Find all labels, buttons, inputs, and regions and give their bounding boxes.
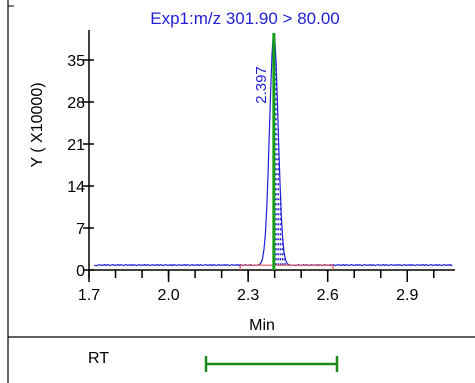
y-tick-label: 35 xyxy=(67,53,85,70)
x-tick-label: 2.0 xyxy=(157,287,179,304)
y-tick-label: 0 xyxy=(76,263,85,280)
x-tick-label: 1.7 xyxy=(78,287,100,304)
rt-label: RT xyxy=(88,350,110,367)
x-tick-label: 2.3 xyxy=(237,287,259,304)
y-axis-label: Y ( X10000) xyxy=(29,82,46,167)
plot-area: 2.397 xyxy=(94,32,453,270)
y-tick-label: 14 xyxy=(67,179,85,196)
x-tick-label: 2.6 xyxy=(317,287,339,304)
y-tick-label: 21 xyxy=(67,137,85,154)
rt-range-bar xyxy=(204,356,339,372)
y-ticks: 0 7 14 21 28 35 xyxy=(67,53,94,280)
y-tick-label: 7 xyxy=(76,221,85,238)
x-axis-label: Min xyxy=(249,317,275,334)
x-tick-label: 2.9 xyxy=(396,287,418,304)
chart-title: Exp1:m/z 301.90 > 80.00 xyxy=(150,9,340,28)
peak-rt-label: 2.397 xyxy=(253,66,270,104)
x-ticks: 1.7 2.0 2.3 2.6 2.9 xyxy=(78,270,435,304)
y-tick-label: 28 xyxy=(67,95,85,112)
